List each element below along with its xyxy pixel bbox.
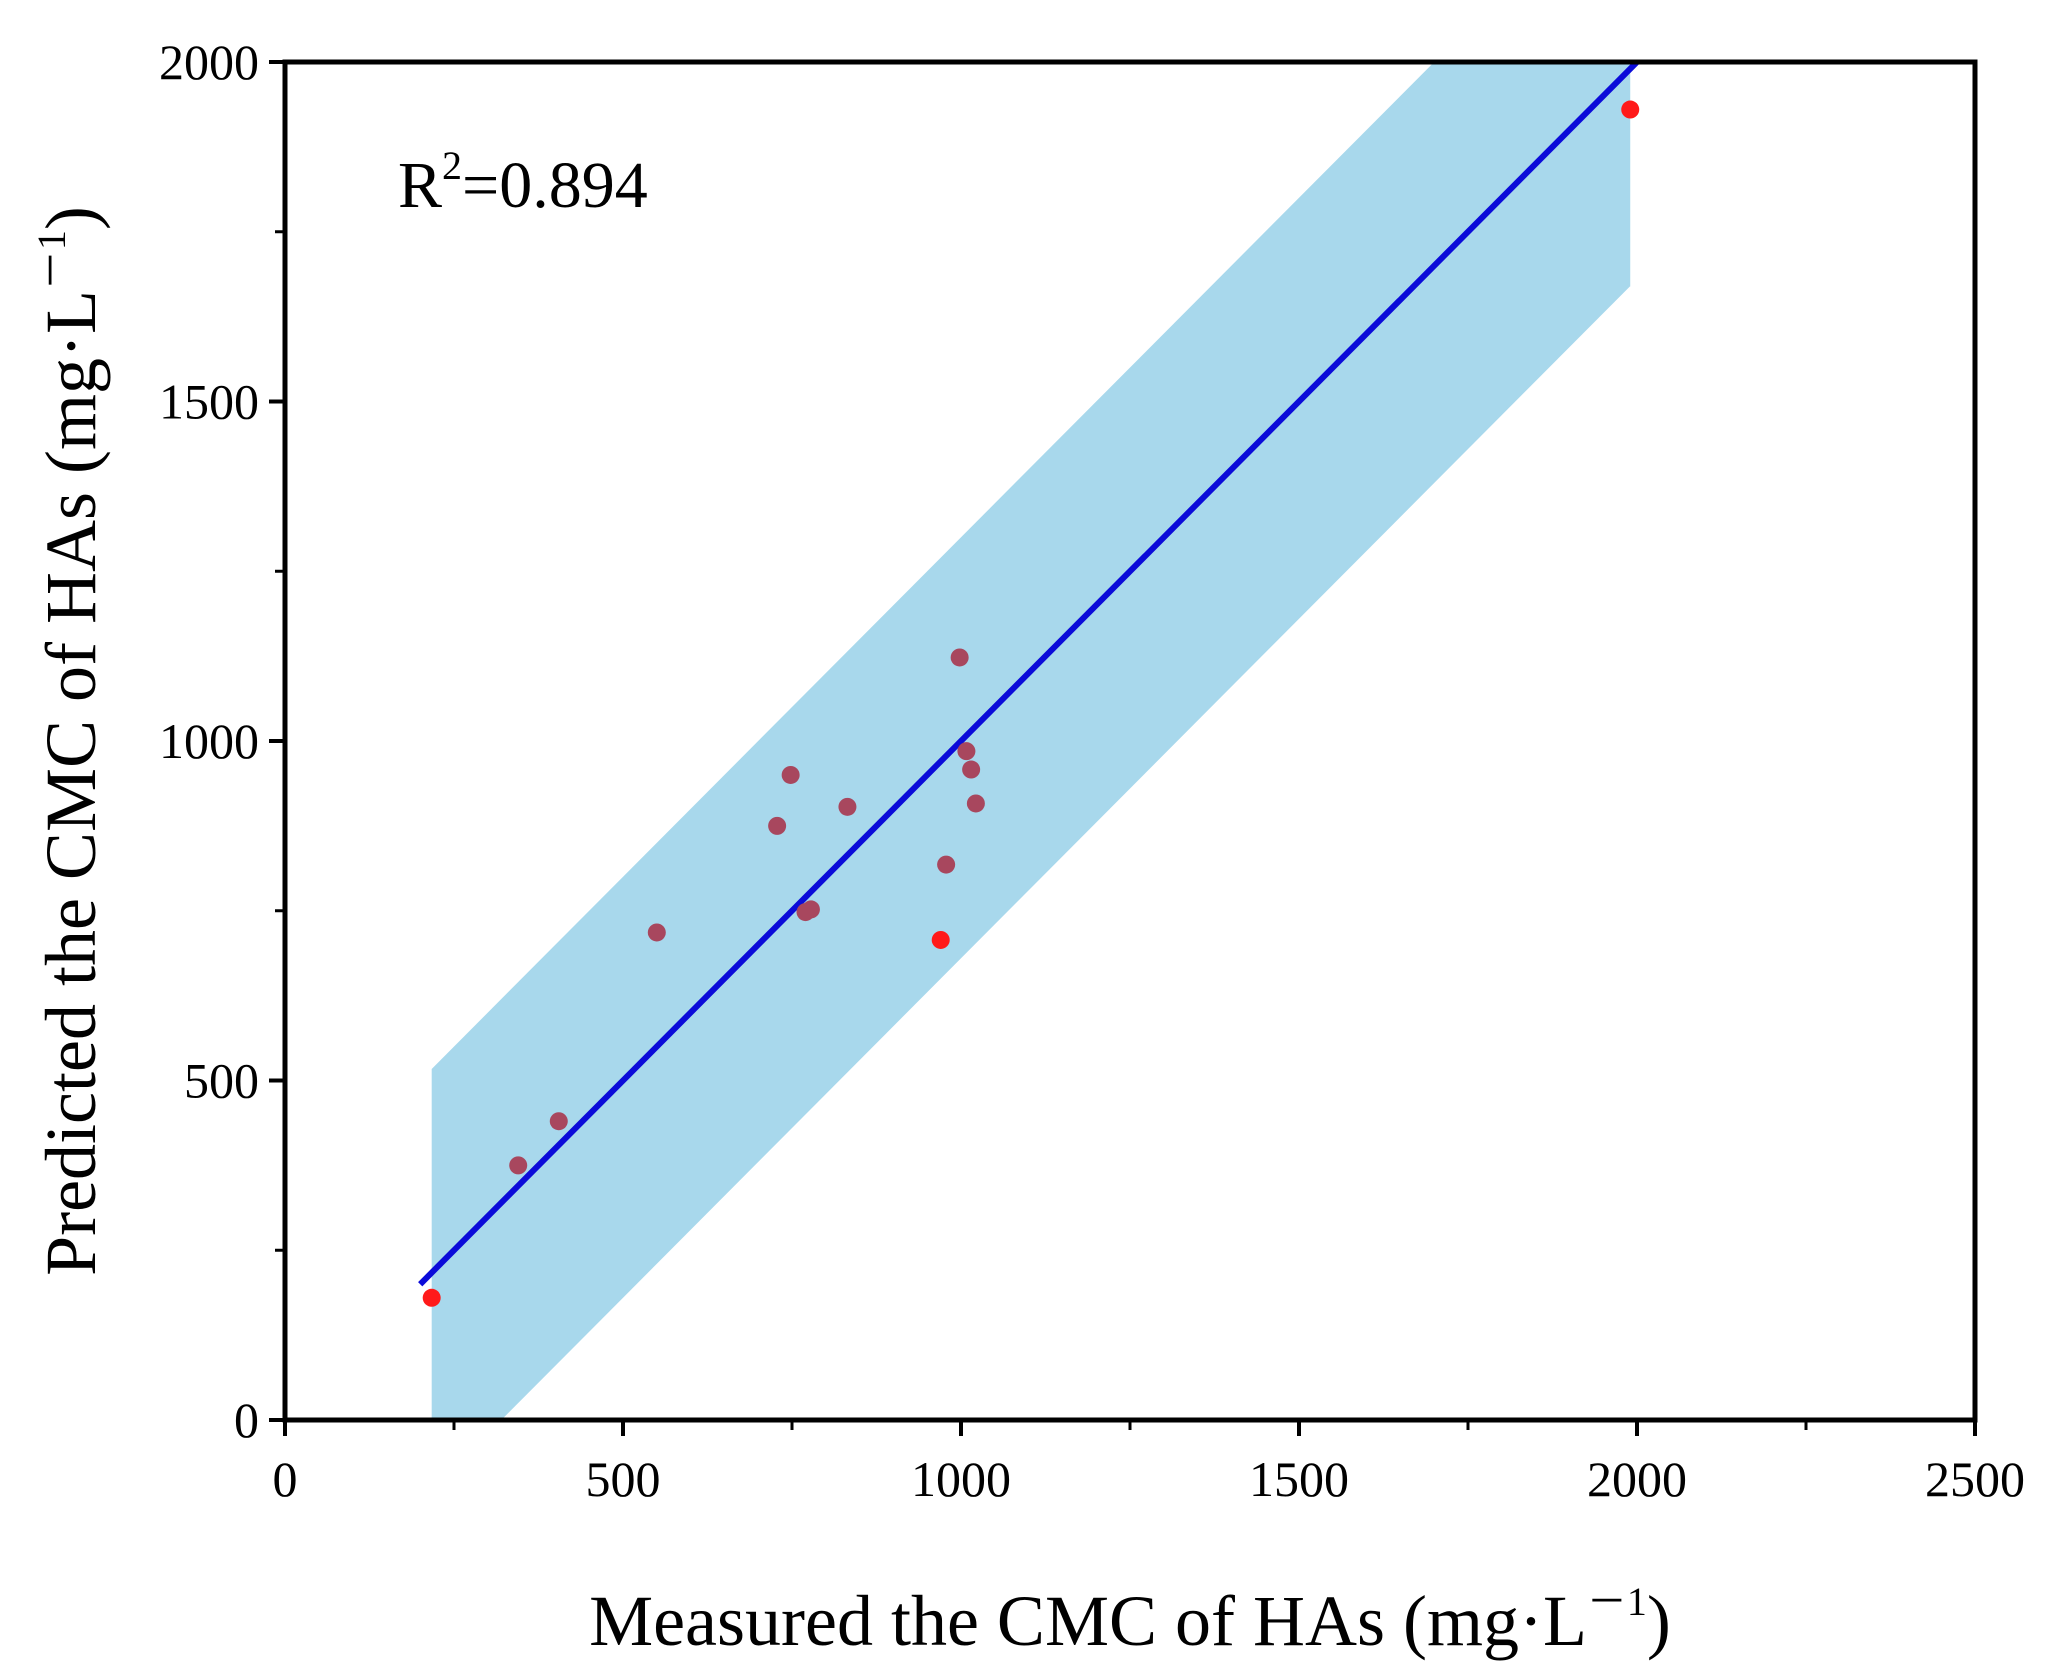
x-axis-ticks: 0 500 1000 1500 2000 2500 [273, 1420, 2025, 1507]
x-tick-label: 0 [273, 1451, 298, 1507]
y-tick-label: 500 [184, 1053, 259, 1109]
x-axis-title-sup: －1 [1587, 1579, 1647, 1624]
data-point-training [549, 1112, 568, 1131]
r-squared-value: =0.894 [462, 149, 648, 222]
x-tick-label: 2000 [1587, 1451, 1687, 1507]
data-point-test [1621, 100, 1640, 119]
y-axis-title-close: ) [31, 206, 111, 230]
x-tick-label: 1000 [911, 1451, 1011, 1507]
y-tick-label: 0 [234, 1392, 259, 1448]
r-superscript: 2 [442, 143, 462, 188]
data-point-training [937, 855, 956, 874]
data-point-training [509, 1156, 528, 1175]
y-axis-title-main: Predicted the CMC of HAs (mg·L [31, 290, 111, 1276]
data-point-training [768, 816, 787, 835]
x-axis-title-close: ) [1647, 1581, 1671, 1661]
regression-line [418, 62, 1640, 1287]
data-point-training [647, 923, 666, 942]
y-axis-ticks: 0 500 1000 1500 2000 [159, 34, 285, 1448]
prediction-band [431, 62, 1631, 1420]
y-tick-label: 1500 [159, 374, 259, 430]
y-axis-title-sup: －1 [29, 230, 74, 290]
r-symbol: R [398, 149, 442, 222]
data-point-training [962, 760, 981, 779]
x-tick-label: 1500 [1249, 1451, 1349, 1507]
y-tick-label: 1000 [159, 713, 259, 769]
x-tick-label: 500 [586, 1451, 661, 1507]
x-tick-label: 2500 [1925, 1451, 2025, 1507]
data-point-training [781, 765, 800, 784]
data-point-training [950, 648, 969, 667]
data-points [422, 100, 1640, 1307]
data-point-training [838, 797, 857, 816]
y-tick-label: 2000 [159, 34, 259, 90]
data-point-training [957, 742, 976, 761]
data-point-test [931, 930, 950, 949]
x-axis-title-main: Measured the CMC of HAs (mg·L [589, 1581, 1587, 1661]
x-axis-title: Measured the CMC of HAs (mg·L－1) [589, 1579, 1671, 1661]
r-squared-annotation: R2=0.894 [398, 143, 648, 222]
data-point-training [801, 900, 820, 919]
y-axis-title: Predicted the CMC of HAs (mg·L－1) [29, 206, 111, 1276]
data-point-test [422, 1288, 441, 1307]
data-point-training [966, 794, 985, 813]
